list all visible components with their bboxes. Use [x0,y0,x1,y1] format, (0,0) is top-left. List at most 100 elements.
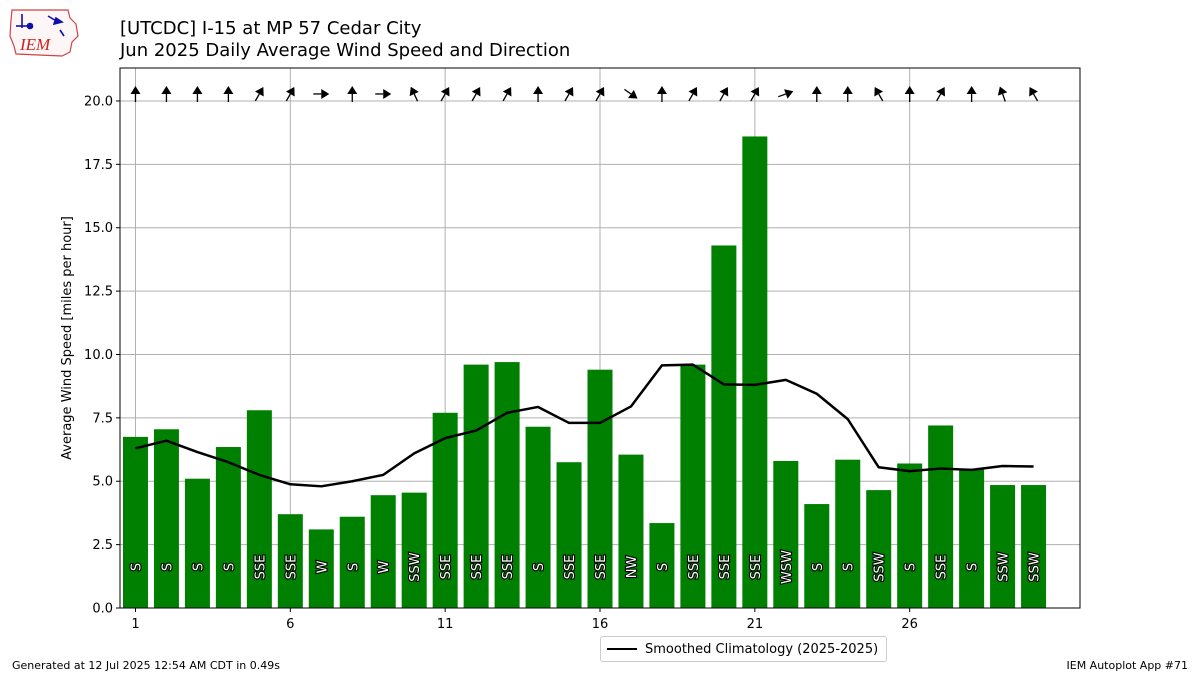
wind-arrow-day-22 [778,89,794,99]
wind-arrow-day-26 [904,85,915,102]
bar-day-3 [184,478,210,608]
wind-arrow-day-18 [656,85,667,102]
wind-arrow-head-icon [223,85,234,94]
x-tick-label: 26 [901,617,918,632]
y-axis-label: Average Wind Speed [miles per hour] [60,216,75,460]
wind-arrow-head-icon [285,87,295,97]
wind-arrow-day-19 [688,87,698,102]
wind-arrow-day-9 [375,88,392,99]
wind-arrow-shaft [719,93,725,102]
wind-arrow-head-icon [409,86,419,97]
bar-day-13 [494,362,520,608]
bar-day-14 [525,426,551,608]
wind-arrow-day-7 [313,88,330,99]
direction-label-day-26: S [904,563,919,571]
wind-arrow-head-icon [842,85,853,94]
bar-day-28 [959,468,985,608]
wind-arrow-head-icon [750,87,760,97]
wind-arrow-head-icon [255,87,264,97]
wind-arrow-day-11 [440,87,450,102]
direction-label-day-25: SSW [873,552,888,582]
bar-day-8 [339,516,365,608]
x-tick-label: 6 [286,617,294,632]
weather-station-icon [16,14,65,37]
wind-arrow-shaft [688,93,694,102]
bar-day-7 [308,529,334,608]
wind-arrow-shaft [564,93,570,102]
wind-arrow-head-icon [874,87,884,97]
bar-day-30 [1021,485,1047,608]
wind-arrow-shaft [285,93,291,102]
bar-day-15 [556,462,582,608]
bar-day-16 [587,369,613,608]
bar-day-19 [680,364,706,608]
wind-arrow-shaft [440,93,446,102]
wind-arrow-day-16 [595,87,605,102]
wind-arrow-day-17 [624,88,638,99]
generated-timestamp: Generated at 12 Jul 2025 12:54 AM CDT in… [12,659,280,672]
legend-line-swatch [607,648,637,650]
wind-arrow-day-28 [966,85,977,102]
wind-arrow-shaft [936,93,942,102]
direction-label-day-30: SSW [1028,552,1043,582]
bars-layer [122,136,1047,609]
direction-labels-layer: S S S S SSE SSE W S W SSW SSE SSE SSE S SSE SSE NW S SSE SS… [128,549,1043,585]
wind-arrow-day-29 [997,86,1008,102]
wind-arrow-shaft [595,93,601,102]
direction-label-day-29: SSW [997,552,1012,582]
direction-label-day-24: S [842,563,857,571]
x-tick-label: 21 [747,617,764,632]
bar-day-1 [122,436,148,608]
wind-arrow-shaft [750,93,756,102]
wind-arrow-head-icon [688,87,698,97]
bar-day-27 [928,425,954,608]
x-tick-label: 16 [592,617,609,632]
bar-day-29 [990,485,1016,608]
iem-logo-text: IEM [19,35,51,54]
bar-day-20 [711,245,737,608]
wind-arrow-day-2 [161,85,172,102]
wind-arrow-day-27 [936,87,945,102]
x-tick-label: 11 [437,617,454,632]
app-credit: IEM Autoplot App #71 [1066,659,1189,672]
direction-label-day-28: S [966,563,981,571]
bar-day-6 [277,514,303,608]
wind-arrow-shaft [1032,93,1039,102]
direction-label-day-19: SSE [687,555,702,580]
wind-arrow-head-icon [936,87,945,97]
direction-label-day-22: WSW [780,550,795,584]
y-tick-label: 12.5 [84,285,113,300]
climatology-line [135,363,1034,488]
legend-line-label: Smoothed Climatology (2025-2025) [645,641,879,657]
wind-arrow-head-icon [321,88,330,99]
wind-arrow-day-14 [533,85,544,102]
bar-day-24 [835,459,861,608]
bar-day-2 [153,429,179,608]
y-tick-label: 10.0 [84,348,113,363]
wind-arrow-head-icon [347,85,358,94]
bar-day-4 [215,447,241,608]
direction-label-day-15: SSE [563,555,578,580]
wind-arrow-shaft [878,93,884,102]
direction-label-day-6: SSE [284,555,299,580]
bar-day-21 [742,136,768,609]
wind-arrow-day-5 [254,87,264,102]
ticks-layer: 0.02.55.07.510.012.515.017.520.01 6 11 16 21… [84,94,918,632]
title-station: [UTCDC] I-15 at MP 57 Cedar City [120,18,422,39]
y-tick-label: 17.5 [84,158,113,173]
wind-arrow-head-icon [533,85,544,94]
direction-label-day-14: S [532,563,547,571]
bar-day-11 [432,412,458,608]
wind-arrow-head-icon [161,85,172,94]
direction-label-day-21: SSE [749,555,764,580]
bar-day-18 [649,523,675,608]
wind-arrow-day-4 [223,85,234,102]
bar-day-25 [866,490,892,608]
wind-arrow-day-8 [347,85,358,102]
wind-arrow-day-21 [750,87,760,102]
direction-label-day-27: SSE [935,555,950,580]
wind-arrow-day-30 [1029,87,1039,102]
wind-arrow-head-icon [564,87,574,97]
wind-arrow-shaft [502,93,508,102]
wind-arrow-shaft [413,93,419,102]
